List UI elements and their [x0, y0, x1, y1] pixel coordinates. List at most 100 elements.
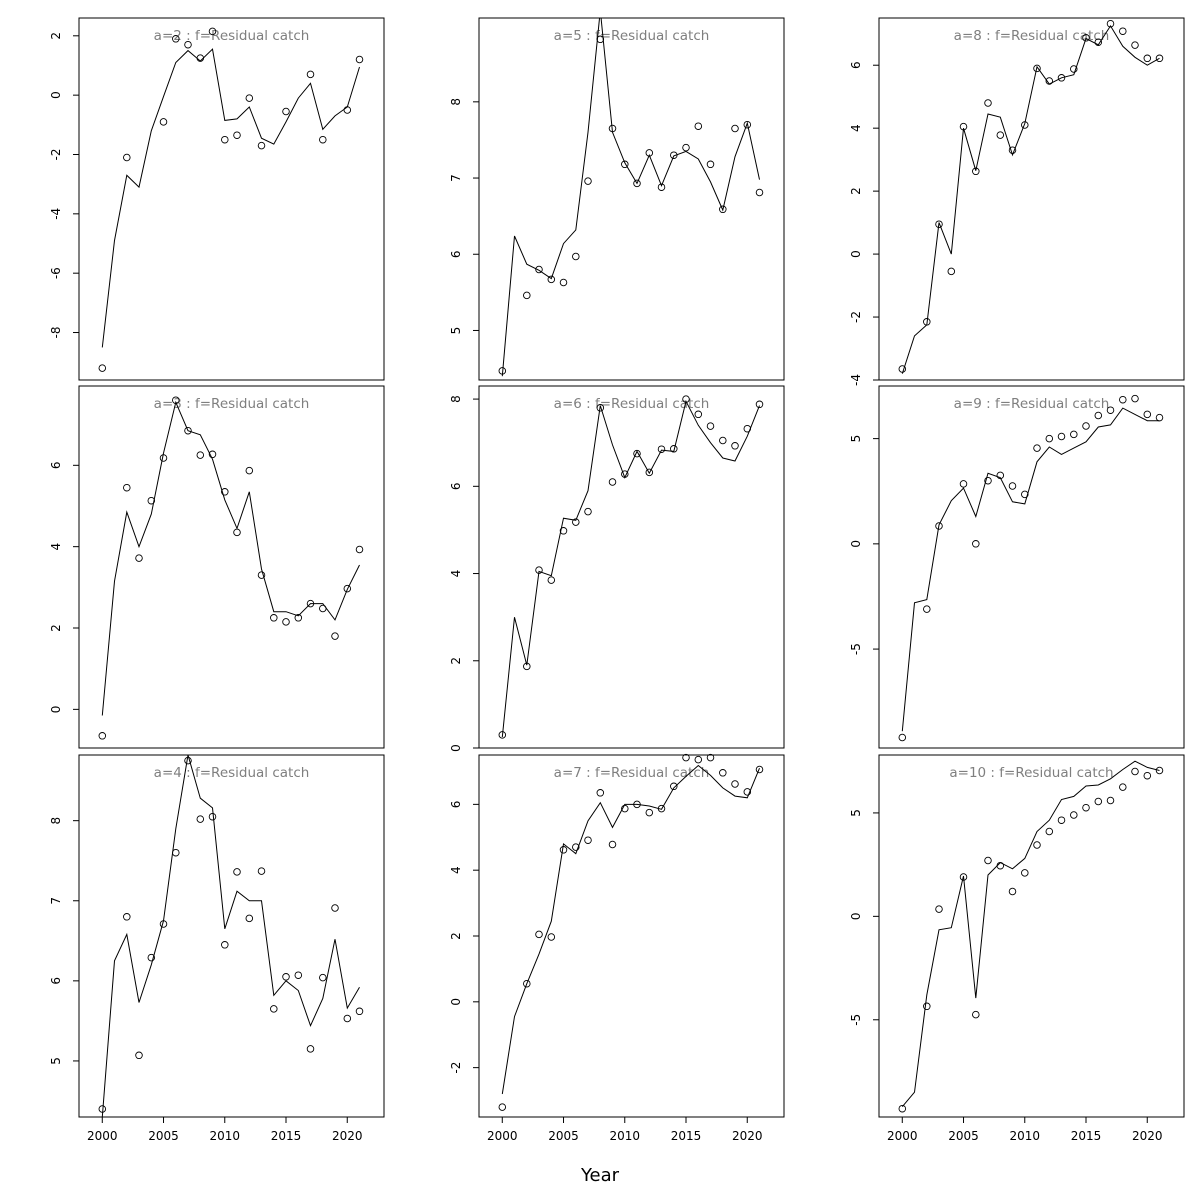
observed-point	[1045, 77, 1054, 85]
observed-point	[331, 904, 339, 912]
observed-point	[996, 861, 1005, 870]
observed-point	[608, 840, 617, 849]
panel-7: a=8 : f=Residual catch -4 -2 0 2 4 6	[849, 17, 1185, 386]
y-tick-label: -2	[49, 149, 63, 161]
x-tick-label: 2010	[1009, 1129, 1040, 1143]
x-tick-label: 2010	[209, 1129, 240, 1143]
observed-point	[1070, 65, 1078, 73]
y-tick-label: 0	[49, 706, 63, 714]
observed-point	[959, 122, 968, 131]
observed-point	[294, 971, 303, 979]
y-tick-label: 2	[449, 657, 463, 665]
y-tick-label: 6	[449, 801, 463, 809]
observed-point	[257, 141, 266, 150]
y-tick-label: -4	[49, 208, 63, 220]
observed-point	[657, 445, 666, 453]
observed-point	[743, 788, 752, 796]
observed-point	[535, 930, 543, 939]
observed-point	[584, 836, 592, 844]
y-tick-label: -4	[849, 374, 863, 386]
observed-point	[196, 54, 205, 62]
y-tick-label: 5	[849, 809, 863, 817]
observed-point	[633, 449, 641, 458]
observed-point	[196, 815, 205, 823]
panel-title: a=2 : f=Residual catch	[154, 28, 310, 44]
observed-point	[343, 106, 352, 114]
x-tick-label: 2020	[1132, 1129, 1163, 1143]
observed-point	[306, 1045, 315, 1053]
observed-point	[657, 804, 666, 813]
y-tick-label: 2	[49, 624, 63, 632]
panel-title: a=9 : f=Residual catch	[954, 396, 1110, 412]
observed-point	[1008, 146, 1017, 154]
observed-point	[498, 367, 507, 375]
observed-point	[1143, 54, 1152, 63]
observed-point	[731, 780, 739, 788]
plot-frame	[78, 754, 385, 1118]
panel-title: a=5 : f=Residual catch	[554, 28, 710, 44]
observed-point	[694, 410, 703, 419]
observed-point	[1057, 816, 1066, 824]
observed-point	[196, 451, 205, 459]
observed-point	[221, 135, 229, 144]
observed-point	[270, 614, 278, 622]
observed-point	[1033, 444, 1041, 452]
observed-point	[233, 131, 241, 139]
observed-point	[621, 804, 629, 813]
y-tick-label: 4	[449, 570, 463, 578]
observed-point	[755, 188, 764, 197]
observed-point	[1143, 771, 1152, 780]
observed-point	[535, 265, 543, 274]
observed-point	[343, 584, 352, 593]
observed-point	[355, 545, 364, 554]
observed-point	[208, 27, 217, 36]
observed-point	[608, 478, 617, 486]
observed-point	[547, 576, 556, 584]
y-tick-label: 8	[449, 98, 463, 106]
observed-point	[98, 364, 107, 372]
observed-point	[972, 540, 980, 548]
y-tick-label: 0	[449, 998, 463, 1006]
observed-point	[547, 275, 556, 284]
observed-point	[898, 1104, 907, 1113]
panel-8: a=9 : f=Residual catch -5 0 5	[849, 385, 1185, 749]
y-tick-label: 8	[449, 395, 463, 403]
observed-point	[184, 426, 192, 435]
y-tick-label: -8	[49, 327, 63, 339]
observed-point	[208, 812, 217, 821]
panel-4: a=5 : f=Residual catch 5 6 7 8	[449, 17, 785, 381]
y-tick-label: 0	[49, 91, 63, 99]
x-axis-label: Year	[580, 1165, 620, 1186]
observed-point	[1131, 767, 1139, 776]
observed-point	[135, 554, 143, 562]
observed-point	[270, 1005, 278, 1013]
observed-point	[123, 483, 131, 492]
observed-point	[355, 1007, 364, 1016]
observed-point	[221, 488, 229, 496]
y-tick-label: 7	[49, 897, 63, 905]
observed-point	[147, 496, 156, 505]
observed-point	[523, 979, 531, 988]
observed-point	[1143, 410, 1152, 419]
observed-point	[159, 454, 168, 462]
observed-point	[159, 118, 168, 126]
observed-point	[1008, 482, 1017, 490]
observed-point	[706, 422, 715, 430]
observed-point	[633, 800, 641, 809]
observed-point	[1094, 38, 1103, 46]
x-tick-label: 2000	[87, 1129, 118, 1143]
observed-point	[947, 267, 956, 276]
plot-frame	[78, 385, 385, 749]
observed-point	[184, 756, 192, 765]
observed-point	[719, 205, 727, 214]
plot-frame	[478, 754, 785, 1118]
observed-point	[498, 1103, 507, 1111]
y-tick-label: -2	[449, 1062, 463, 1074]
observed-point	[719, 769, 727, 777]
y-tick-label: 6	[49, 977, 63, 985]
observed-point	[1131, 41, 1139, 49]
observed-point	[633, 179, 641, 188]
observed-point	[1021, 869, 1029, 877]
observed-point	[706, 753, 715, 762]
observed-point	[682, 753, 690, 762]
